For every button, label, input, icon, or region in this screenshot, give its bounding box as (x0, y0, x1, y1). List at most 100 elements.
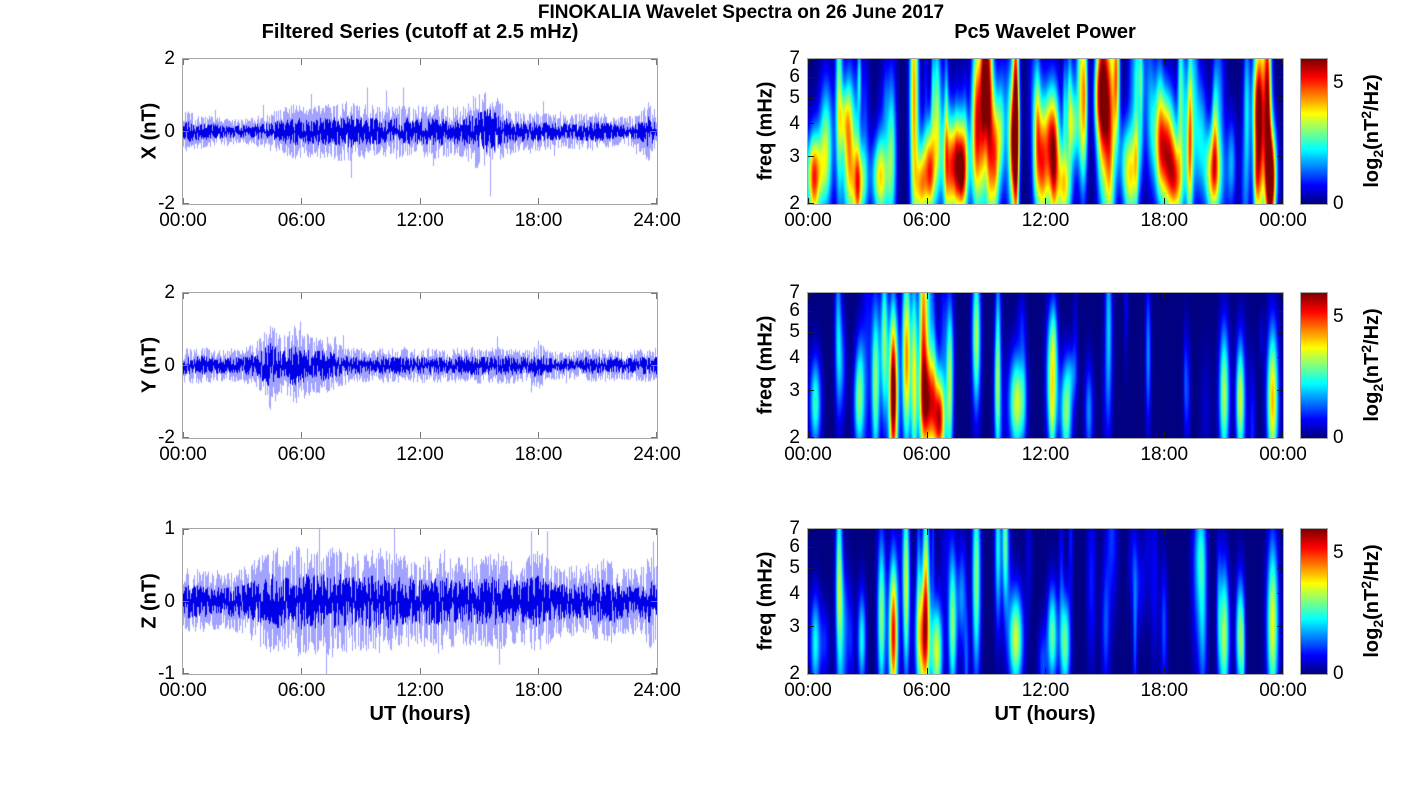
x-tick-mark (656, 529, 657, 535)
y-tick-mark (651, 293, 657, 294)
x-tick-mark (538, 293, 539, 299)
series-canvas (183, 59, 657, 204)
x-tick-label: 24:00 (633, 210, 681, 231)
y-tick-label: 2 (164, 48, 175, 69)
x-tick-label: 18:00 (1140, 210, 1189, 231)
y-tick-mark (1277, 311, 1283, 312)
y-tick-mark (808, 437, 814, 438)
right-xaxis-title: UT (hours) (994, 703, 1096, 725)
x-tick-mark (301, 529, 302, 535)
x-tick-label: 24:00 (633, 444, 681, 465)
y-tick-label: 6 (789, 299, 800, 321)
y-tick-mark (808, 568, 814, 569)
x-tick-label: 06:00 (902, 444, 951, 465)
x-tick-mark (1164, 668, 1165, 674)
x-tick-label: 18:00 (514, 210, 563, 231)
y-tick-mark (808, 626, 814, 627)
x-tick-mark (927, 668, 928, 674)
x-tick-mark (1045, 293, 1046, 299)
x-tick-label: 24:00 (633, 680, 681, 701)
x-tick-mark (927, 198, 928, 204)
x-tick-mark (808, 529, 809, 535)
x-tick-mark (808, 432, 809, 438)
x-series-plot (182, 58, 658, 205)
x-tick-mark (420, 668, 421, 674)
colorbar-x (1300, 58, 1328, 205)
x-tick-label: 00:00 (784, 210, 832, 231)
y-tick-label: 7 (789, 282, 800, 303)
colorbar-tick-label: 5 (1333, 542, 1344, 564)
y-tick-mark (1277, 547, 1283, 548)
y-tick-label: 3 (789, 146, 800, 168)
y-tick-label: 0 (164, 590, 175, 612)
heatmap-canvas (808, 59, 1283, 204)
x-tick-mark (1045, 668, 1046, 674)
x-tick-mark (927, 59, 928, 65)
y-tick-mark (808, 98, 814, 99)
y-tick-mark (1277, 390, 1283, 391)
y-tick-mark (808, 203, 814, 204)
x-tick-mark (183, 432, 184, 438)
y-tick-mark (808, 673, 814, 674)
x-tick-mark (656, 432, 657, 438)
colorbar-tick-label: 0 (1333, 193, 1344, 214)
colorbar-tick-label: 5 (1333, 72, 1344, 94)
x-tick-label: 00:00 (1259, 444, 1307, 465)
y-tick-mark (651, 59, 657, 60)
x-tick-mark (1282, 432, 1283, 438)
y-tick-mark (183, 673, 189, 674)
y-tick-mark (651, 529, 657, 530)
y-tick-label: 4 (789, 112, 800, 134)
x-tick-mark (1045, 529, 1046, 535)
x-tick-mark (301, 59, 302, 65)
x-tick-mark (183, 59, 184, 65)
x-tick-label: 06:00 (277, 444, 326, 465)
x-tick-mark (538, 668, 539, 674)
x-tick-mark (656, 293, 657, 299)
y-tick-mark (183, 293, 189, 294)
x-tick-label: 00:00 (784, 444, 832, 465)
y-tick-mark (1277, 156, 1283, 157)
y-tick-mark (651, 203, 657, 204)
y-tick-label: 1 (164, 518, 175, 539)
y-tick-mark (183, 131, 189, 132)
y-tick-label: 5 (789, 86, 800, 108)
y-tick-label: 0 (164, 120, 175, 142)
x-tick-label: 06:00 (277, 680, 326, 701)
y-tick-mark (1277, 437, 1283, 438)
y-tick-mark (1277, 593, 1283, 594)
colorbar-y (1300, 292, 1328, 439)
x-tick-mark (301, 432, 302, 438)
y-tick-mark (1277, 568, 1283, 569)
x-tick-mark (1164, 432, 1165, 438)
colorbar-tick-label: 0 (1333, 663, 1344, 684)
right-column-title: Pc5 Wavelet Power (954, 21, 1136, 43)
x-tick-mark (420, 529, 421, 535)
x-tick-mark (301, 198, 302, 204)
y-wavelet-heatmap (807, 292, 1284, 439)
y-tick-mark (808, 156, 814, 157)
y-tick-mark (183, 59, 189, 60)
x-tick-mark (420, 432, 421, 438)
x-tick-mark (1164, 529, 1165, 535)
y-tick-mark (808, 547, 814, 548)
y-tick-mark (808, 311, 814, 312)
colorbar-canvas (1301, 59, 1327, 204)
y-tick-mark (1277, 203, 1283, 204)
y-tick-mark (1277, 293, 1283, 294)
x-tick-mark (1282, 198, 1283, 204)
x-tick-mark (420, 59, 421, 65)
y-tick-mark (808, 390, 814, 391)
x-tick-mark (183, 668, 184, 674)
x-tick-mark (420, 293, 421, 299)
y-tick-label: -1 (158, 663, 175, 684)
y-tick-mark (808, 593, 814, 594)
y-tick-mark (1277, 673, 1283, 674)
y-tick-mark (808, 293, 814, 294)
y-tick-mark (1277, 59, 1283, 60)
x-tick-label: 12:00 (396, 444, 444, 465)
y-tick-label: 2 (164, 282, 175, 303)
x-tick-mark (1282, 293, 1283, 299)
x-tick-label: 18:00 (514, 444, 563, 465)
y-tick-label: -2 (158, 193, 175, 214)
